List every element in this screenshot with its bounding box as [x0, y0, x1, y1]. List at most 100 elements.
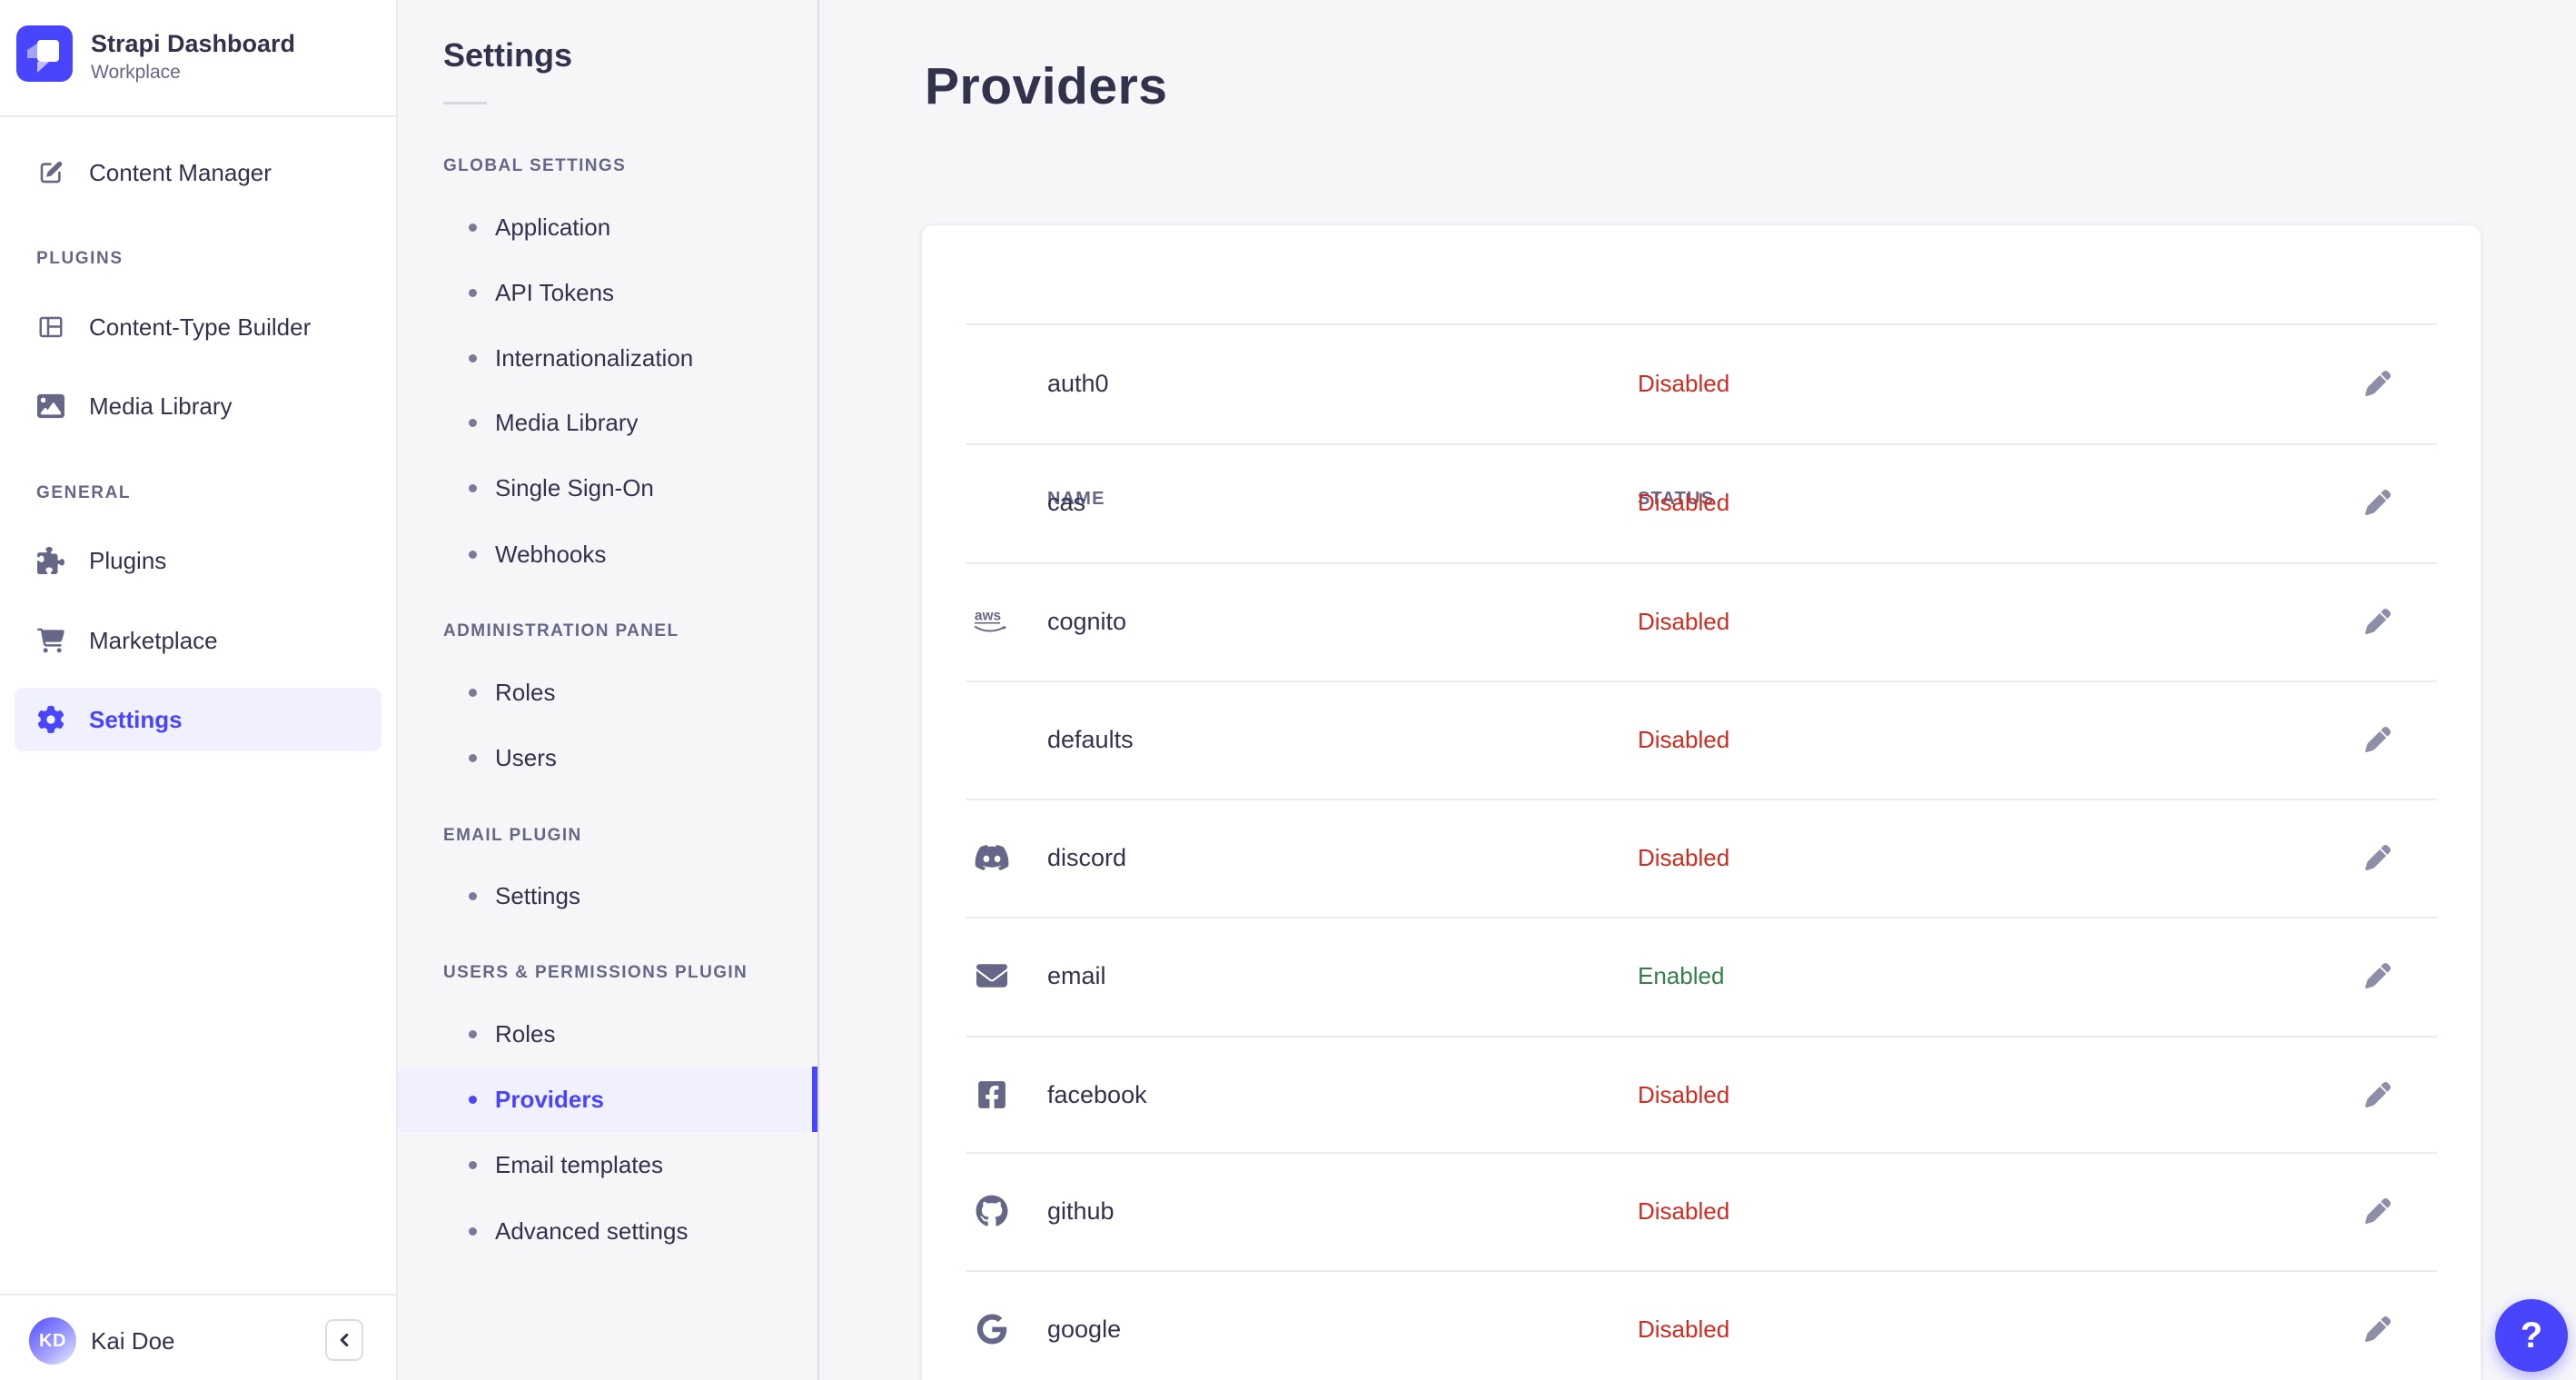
bullet-icon: [469, 1226, 477, 1236]
subnav-item-api-tokens[interactable]: API Tokens: [398, 260, 817, 325]
subnav-title-divider: [443, 102, 487, 104]
bullet-icon: [469, 483, 477, 492]
table-row: aws cognito Disabled: [922, 562, 2481, 680]
subnav-item-admin-roles[interactable]: Roles: [398, 660, 817, 725]
subnav-item-label: Email templates: [495, 1150, 663, 1178]
sidebar-item-content-type-builder[interactable]: Content-Type Builder: [0, 294, 396, 360]
edit-provider-button[interactable]: [2355, 835, 2401, 880]
sidebar-divider: [0, 115, 396, 117]
sidebar-item-plugins[interactable]: Plugins: [0, 528, 396, 593]
subnav-item-label: Providers: [495, 1085, 604, 1113]
edit-provider-button[interactable]: [2355, 361, 2401, 406]
table-row: github Disabled: [922, 1152, 2481, 1270]
subnav-item-internationalization[interactable]: Internationalization: [398, 325, 817, 391]
edit-provider-button[interactable]: [2355, 953, 2401, 998]
main-content: Providers NAME STATUS auth0 Disabled cas…: [819, 0, 2576, 1380]
workspace-brand[interactable]: Strapi Dashboard Workplace: [0, 0, 396, 115]
edit-provider-button[interactable]: [2355, 599, 2401, 644]
subnav-item-label: API Tokens: [495, 278, 615, 306]
subnav-item-application[interactable]: Application: [398, 194, 817, 260]
subnav-item-email-settings[interactable]: Settings: [398, 863, 817, 928]
edit-provider-button[interactable]: [2355, 717, 2401, 762]
subnav-item-media-library[interactable]: Media Library: [398, 390, 817, 455]
subnav-item-admin-users[interactable]: Users: [398, 725, 817, 790]
provider-status: Disabled: [1638, 1197, 1730, 1225]
sidebar-footer-divider: [0, 1294, 396, 1296]
edit-provider-button[interactable]: [2355, 1306, 2401, 1352]
subnav-item-single-sign-on[interactable]: Single Sign-On: [398, 455, 817, 521]
cart-icon: [36, 626, 65, 655]
help-button[interactable]: ?: [2495, 1299, 2568, 1372]
puzzle-icon: [36, 546, 65, 575]
pencil-icon: [2365, 609, 2391, 634]
workspace-subtitle: Workplace: [91, 62, 181, 83]
strapi-logo-icon: [16, 25, 73, 82]
sidebar-item-label: Content Manager: [89, 158, 272, 186]
sidebar-item-content-manager[interactable]: Content Manager: [0, 140, 396, 205]
pencil-icon: [2365, 845, 2391, 870]
bullet-icon: [469, 223, 477, 232]
pencil-icon: [2365, 490, 2391, 515]
sidebar-item-settings[interactable]: Settings: [0, 687, 396, 752]
table-row-divider: [966, 443, 2437, 445]
edit-provider-button[interactable]: [2355, 1188, 2401, 1234]
provider-status: Disabled: [1638, 370, 1730, 397]
sidebar-item-label: Marketplace: [89, 626, 218, 654]
subnav-title: Settings: [443, 36, 573, 74]
user-name[interactable]: Kai Doe: [91, 1327, 175, 1355]
svg-text:aws: aws: [975, 608, 1001, 623]
bullet-icon: [469, 891, 477, 900]
subnav-active-highlight: [398, 1067, 817, 1132]
sidebar-item-marketplace[interactable]: Marketplace: [0, 608, 396, 673]
subnav-item-providers[interactable]: Providers: [398, 1067, 817, 1132]
subnav-item-email-templates[interactable]: Email templates: [398, 1132, 817, 1197]
facebook-icon: [974, 1077, 1010, 1113]
sidebar-item-media-library[interactable]: Media Library: [0, 373, 396, 439]
subnav-section-global-settings: GLOBAL SETTINGS: [443, 156, 627, 175]
page-title: Providers: [925, 57, 1168, 115]
provider-status: Disabled: [1638, 1081, 1730, 1108]
bullet-icon: [469, 550, 477, 559]
bullet-icon: [469, 418, 477, 427]
table-row: discord Disabled: [922, 799, 2481, 917]
user-avatar[interactable]: KD: [29, 1317, 76, 1365]
provider-name: cognito: [1047, 607, 1127, 635]
subnav-item-label: Single Sign-On: [495, 473, 654, 501]
provider-status: Disabled: [1638, 726, 1730, 753]
subnav-item-label: Internationalization: [495, 343, 694, 372]
provider-name: github: [1047, 1196, 1115, 1225]
subnav-item-label: Roles: [495, 678, 556, 706]
sidebar-item-label: Plugins: [89, 546, 167, 574]
subnav-item-webhooks[interactable]: Webhooks: [398, 521, 817, 587]
github-icon: [974, 1193, 1010, 1229]
chevron-left-icon: [334, 1330, 354, 1350]
provider-status: Disabled: [1638, 1315, 1730, 1343]
subnav-item-up-roles[interactable]: Roles: [398, 1001, 817, 1067]
table-row: email Enabled: [922, 917, 2481, 1035]
sidebar-item-label: Content-Type Builder: [89, 313, 312, 341]
edit-provider-button[interactable]: [2355, 1072, 2401, 1117]
subnav-item-label: Webhooks: [495, 540, 607, 568]
no-icon: [974, 365, 1010, 402]
pencil-icon: [2365, 371, 2391, 396]
provider-status: Disabled: [1638, 608, 1730, 635]
sidebar-section-plugins: PLUGINS: [36, 249, 124, 268]
settings-subnav: Settings GLOBAL SETTINGS Application API…: [398, 0, 819, 1380]
pencil-icon: [2365, 1198, 2391, 1224]
sidebar-item-label: Media Library: [89, 392, 233, 420]
provider-name: email: [1047, 961, 1106, 989]
edit-provider-button[interactable]: [2355, 480, 2401, 525]
gear-icon: [36, 705, 65, 734]
sidebar-section-general: GENERAL: [36, 483, 132, 502]
subnav-item-label: Application: [495, 213, 611, 241]
sidebar-item-label: Settings: [89, 705, 183, 733]
subnav-section-administration-panel: ADMINISTRATION PANEL: [443, 621, 679, 640]
no-icon: [974, 484, 1010, 521]
sidebar-collapse-button[interactable]: [325, 1319, 363, 1361]
subnav-item-advanced-settings[interactable]: Advanced settings: [398, 1198, 817, 1264]
google-icon: [974, 1311, 1010, 1347]
subnav-item-label: Media Library: [495, 408, 639, 436]
pencil-icon: [2365, 727, 2391, 752]
column-header-status: STATUS: [1638, 489, 1715, 509]
